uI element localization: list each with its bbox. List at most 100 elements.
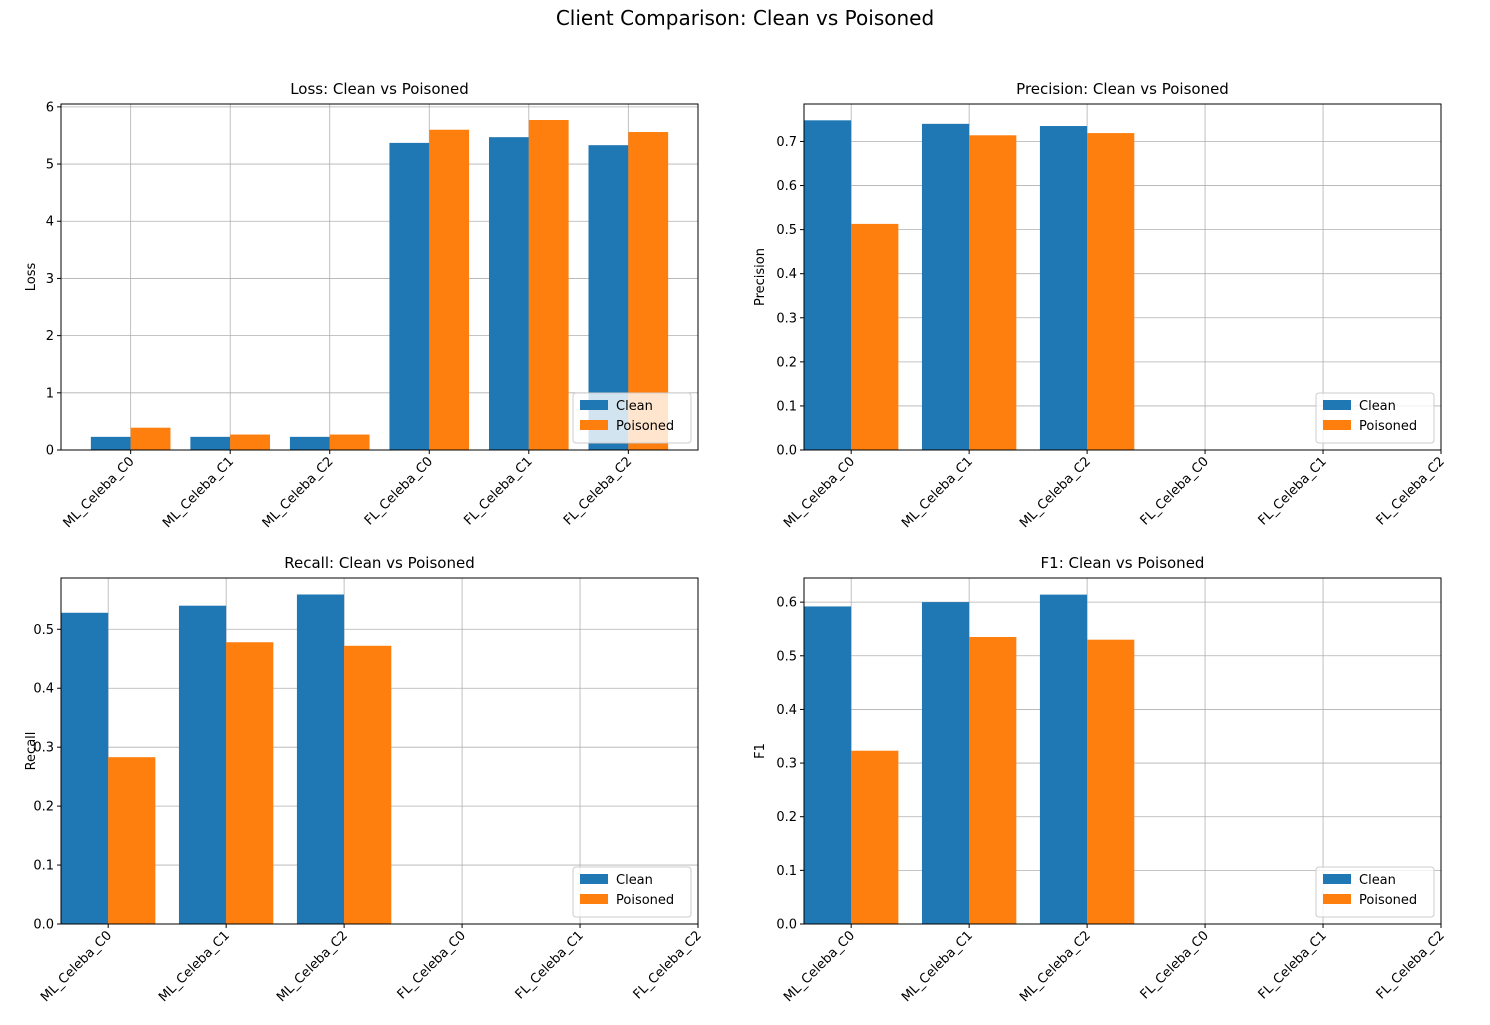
- y-tick-label: 0.6: [776, 179, 797, 194]
- x-tick-label: FL_Celeba_C0: [1138, 928, 1212, 1002]
- bar-poisoned: [130, 427, 171, 450]
- subplot-loss: 0 1 2 3 4 5 6 ML_Celeba_C0 ML_Celeba_C1 ML_Celeba…: [24, 80, 699, 531]
- x-tick-label: ML_Celeba_C2: [1017, 928, 1094, 1005]
- y-tick-label: 0.5: [776, 223, 797, 238]
- legend: Clean Poisoned: [1315, 866, 1435, 918]
- bar-clean: [804, 120, 852, 450]
- x-tick-label: FL_Celeba_C1: [461, 454, 535, 528]
- bar-poisoned: [108, 757, 156, 924]
- legend-label: Clean: [1359, 873, 1396, 888]
- bar-clean: [61, 612, 109, 924]
- y-axis-label: Recall: [24, 732, 39, 771]
- y-tick-label: 4: [46, 215, 54, 230]
- bar-clean: [488, 137, 529, 451]
- y-tick-label: 0.2: [776, 355, 797, 370]
- bar-clean: [296, 594, 345, 924]
- bar-clean: [921, 602, 970, 924]
- subplot-title: F1: Clean vs Poisoned: [1041, 554, 1205, 572]
- y-tick-label: 0.3: [33, 741, 54, 756]
- y-tick-label: 0.1: [33, 859, 54, 874]
- subplot-title: Loss: Clean vs Poisoned: [290, 80, 469, 98]
- y-tick-label: 6: [46, 100, 54, 115]
- y-tick-label: 0.3: [776, 757, 797, 772]
- legend-swatch-poisoned: [1323, 894, 1351, 904]
- legend-swatch-poisoned: [580, 894, 608, 904]
- x-tick-label: ML_Celeba_C0: [781, 454, 858, 531]
- x-tick-label: ML_Celeba_C1: [160, 454, 237, 531]
- bar-poisoned: [329, 434, 370, 450]
- subplot-precision: 0.0 0.1 0.2 0.3 0.4 0.5 0.6 0.7 ML_Celeba_C0 ML_C…: [753, 80, 1448, 531]
- legend-swatch-clean: [1323, 400, 1351, 410]
- y-tick-label: 0.3: [776, 311, 797, 326]
- bar-clean: [90, 436, 131, 450]
- subplot-title: Precision: Clean vs Poisoned: [1016, 80, 1229, 98]
- y-tick-label: 0.6: [776, 596, 797, 611]
- y-tick-label: 0.2: [33, 800, 54, 815]
- bar-poisoned: [851, 750, 899, 924]
- x-tick-label: ML_Celeba_C2: [274, 928, 351, 1005]
- x-tick-label: ML_Celeba_C0: [781, 928, 858, 1005]
- x-tick-label: FL_Celeba_C1: [1256, 454, 1330, 528]
- x-tick-label: FL_Celeba_C2: [1374, 928, 1448, 1002]
- axes-frame: [60, 103, 699, 451]
- bar-clean: [190, 436, 231, 450]
- bar-poisoned: [226, 642, 274, 924]
- y-tick-label: 0.1: [776, 399, 797, 414]
- y-tick-label: 2: [46, 329, 54, 344]
- x-tick-label: ML_Celeba_C0: [38, 928, 115, 1005]
- x-tick-label: FL_Celeba_C1: [513, 928, 587, 1002]
- subplot-title: Recall: Clean vs Poisoned: [284, 554, 474, 572]
- x-tick-label: ML_Celeba_C1: [899, 928, 976, 1005]
- bar-poisoned: [851, 223, 899, 450]
- x-tick-label: FL_Celeba_C2: [631, 928, 705, 1002]
- x-tick-label: FL_Celeba_C2: [1374, 454, 1448, 528]
- legend-swatch-clean: [1323, 874, 1351, 884]
- legend-label: Poisoned: [616, 419, 674, 434]
- bar-clean: [921, 123, 970, 450]
- bar-clean: [389, 142, 430, 450]
- y-tick-label: 0.0: [776, 444, 797, 459]
- legend-label: Poisoned: [1359, 419, 1417, 434]
- y-axis-label: Precision: [753, 248, 768, 306]
- x-tick-label: ML_Celeba_C0: [61, 454, 138, 531]
- legend-label: Poisoned: [1359, 893, 1417, 908]
- x-tick-label: ML_Celeba_C2: [260, 454, 337, 531]
- y-tick-label: 0.1: [776, 864, 797, 879]
- axes-frame: [803, 103, 1442, 451]
- y-tick-label: 1: [46, 386, 54, 401]
- x-tick-label: ML_Celeba_C1: [899, 454, 976, 531]
- y-tick-label: 5: [46, 158, 54, 173]
- figure-title: Client Comparison: Clean vs Poisoned: [555, 6, 935, 30]
- y-tick-label: 3: [46, 272, 54, 287]
- bar-clean: [1039, 594, 1088, 924]
- y-axis-label: F1: [753, 743, 768, 759]
- y-tick-label: 0.4: [776, 703, 797, 718]
- bar-poisoned: [1087, 133, 1135, 450]
- legend-swatch-clean: [580, 874, 608, 884]
- legend: Clean Poisoned: [572, 392, 692, 444]
- bar-poisoned: [969, 135, 1017, 451]
- axes-frame: [60, 577, 699, 925]
- bar-clean: [178, 605, 227, 924]
- subplot-f1: 0.0 0.1 0.2 0.3 0.4 0.5 0.6 ML_Celeba_C0 ML_Cele…: [753, 554, 1448, 1005]
- bar-poisoned: [344, 645, 392, 924]
- legend-label: Clean: [616, 873, 653, 888]
- x-tick-label: FL_Celeba_C1: [1256, 928, 1330, 1002]
- y-tick-label: 0: [46, 444, 54, 459]
- subplot-recall: 0.0 0.1 0.2 0.3 0.4 0.5 ML_Celeba_C0 ML_Celeba_…: [24, 554, 705, 1005]
- legend-label: Poisoned: [616, 893, 674, 908]
- x-tick-label: FL_Celeba_C0: [362, 454, 436, 528]
- bar-clean: [289, 436, 330, 450]
- bar-poisoned: [528, 120, 569, 451]
- bar-clean: [804, 606, 852, 924]
- y-tick-label: 0.4: [33, 682, 54, 697]
- x-tick-label: ML_Celeba_C2: [1017, 454, 1094, 531]
- bar-poisoned: [969, 637, 1017, 924]
- y-tick-label: 0.5: [776, 649, 797, 664]
- x-tick-label: ML_Celeba_C1: [156, 928, 233, 1005]
- bar-poisoned: [429, 129, 470, 450]
- legend-swatch-poisoned: [1323, 420, 1351, 430]
- legend-label: Clean: [1359, 399, 1396, 414]
- bar-clean: [1039, 126, 1088, 451]
